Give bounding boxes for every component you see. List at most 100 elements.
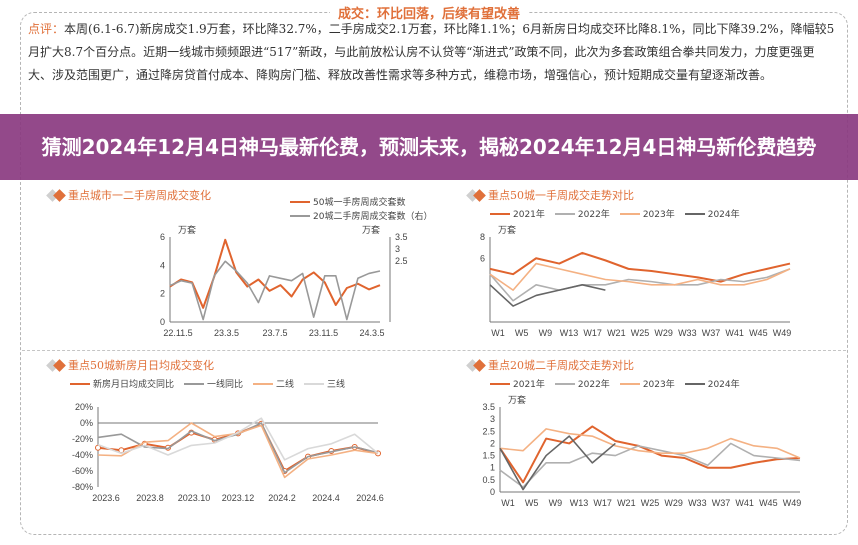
series-line [169,238,381,309]
x-tick-label: W25 [641,498,660,508]
legend-item: 2022年 [554,377,610,390]
legend-item: 二线 [253,377,294,390]
x-tick-label: 23.11.5 [309,328,338,338]
x-tick-label: 23.7.5 [262,328,287,338]
x-tick-label: W41 [735,498,754,508]
comment-paragraph: 点评：本周(6.1-6.7)新房成交1.9万套，环比降32.7%，二手房成交2.… [28,22,835,82]
y-tick-label: 3 [490,414,495,424]
x-tick-label: W13 [570,498,589,508]
y-tick-label: 6 [160,232,165,242]
section-title: 成交：环比回落，后续有望改善 [0,3,858,22]
y2-axis-unit: 万套 [362,224,380,235]
x-tick-label: W29 [654,328,673,338]
x-tick-label: W49 [773,328,792,338]
y-tick-label: 1 [490,463,495,473]
chart-panel: 重点20城二手周成交走势对比 2021年 2022年 2023年 2024年 3.5 3 2.… [460,355,830,515]
legend-item: 50城一手房周成交套数 [290,195,432,208]
x-tick-label: 22.11.5 [163,328,192,338]
legend-item: 2023年 [619,207,675,220]
x-tick-label: W25 [631,328,650,338]
x-tick-label: W13 [560,328,579,338]
x-tick-label: 2024.6 [356,493,384,503]
series-line [499,425,801,484]
x-tick-label: 2023.6 [92,493,120,503]
x-tick-label: W17 [583,328,602,338]
y-tick-label: -40% [72,450,93,460]
y-tick-label: 8 [480,232,485,242]
legend-item: 2022年 [554,207,610,220]
y-tick-label: -20% [72,434,93,444]
y-tick-label: 3.5 [482,402,495,412]
y-tick-label: 20% [75,402,93,412]
x-tick-label: W45 [759,498,778,508]
y-axis-unit: 万套 [498,224,516,235]
legend-item: 新房月日均成交同比 [70,377,174,390]
legend-item: 一线同比 [184,377,243,390]
x-tick-label: 2023.8 [136,493,164,503]
chart-title: 重点20城二手周成交走势对比 [466,357,634,373]
legend-item: 20城二手房周成交套数（右） [290,209,432,222]
series-line [499,428,801,459]
x-tick-label: 2023.12 [222,493,255,503]
x-tick-label: W49 [783,498,802,508]
y-axis-unit: 万套 [178,224,196,235]
x-tick-label: W5 [515,328,529,338]
chart-panel: 重点50城一手周成交走势对比 2021年 2022年 2023年 2024年 8 6 万套 W1… [460,185,830,345]
y2-tick-label: 3.5 [395,232,408,242]
chart-legend: 2021年 2022年 2023年 2024年 [490,377,740,390]
chart-legend: 50城一手房周成交套数 20城二手房周成交套数（右） [290,195,432,222]
chart-panel: 重点50城新房月日均成交变化新房月日均成交同比 一线同比 二线 三线 20% 0% -20%… [40,355,450,515]
chart-title: 重点城市一二手房周成交变化 [46,187,211,203]
x-tick-label: W5 [525,498,539,508]
x-tick-label: W45 [749,328,768,338]
headline-banner[interactable]: 猜测2024年12月4日神马最新伦费，预测未来，揭秘2024年12月4日神马新伦… [0,114,858,180]
y-tick-label: 0.5 [482,475,495,485]
y-tick-label: -60% [72,466,93,476]
y-tick-label: -80% [72,482,93,492]
x-tick-label: 2024.2 [268,493,296,503]
y-tick-label: 1.5 [482,451,495,461]
chart-legend: 新房月日均成交同比 一线同比 二线 三线 [70,377,345,390]
x-tick-label: W1 [501,498,515,508]
x-tick-label: W33 [678,328,697,338]
x-tick-label: W21 [617,498,636,508]
headline-title: 猜测2024年12月4日神马最新伦费，预测未来，揭秘2024年12月4日神马新伦… [41,134,817,159]
series-line [169,260,381,321]
y-tick-label: 0 [160,317,165,327]
chart-plot: 20% 0% -20% -40% -60% -80%2023.6 2023.8 2023.10… [72,402,384,503]
x-tick-label: W9 [549,498,563,508]
legend-item: 2021年 [490,377,545,390]
x-tick-label: W1 [491,328,505,338]
chart-plot: 0 2 4 6 万套 3.5 3 2.5 万套 22.11.5 23.3.5 23.7.5 23.11.… [160,224,408,338]
chart-title: 重点50城新房月日均成交变化 [46,357,214,373]
x-tick-label: W37 [702,328,721,338]
series-line [489,251,791,283]
x-tick-label: W29 [664,498,683,508]
x-tick-label: 23.3.5 [214,328,239,338]
series-line [489,262,791,291]
y-tick-label: 2.5 [482,426,495,436]
x-tick-label: W21 [607,328,626,338]
y-tick-label: 2 [490,438,495,448]
chart-legend: 2021年 2022年 2023年 2024年 [490,207,740,220]
chart-title: 重点50城一手周成交走势对比 [466,187,634,203]
x-tick-label: 2023.10 [178,493,211,503]
x-tick-label: W37 [712,498,731,508]
legend-item: 三线 [304,377,345,390]
chart-panel: 重点城市一二手房周成交变化 50城一手房周成交套数 20城二手房周成交套数（右） 0 2… [40,185,450,345]
y-tick-label: 0% [80,418,93,428]
divider [22,350,846,351]
x-tick-label: W41 [725,328,744,338]
chart-plot: 8 6 万套 W1 W5 W9 W13 W17 W21 W25 W29 W33 W37 W41 W45 W49 [480,224,792,338]
y-tick-label: 0 [490,487,495,497]
legend-item: 2021年 [490,207,545,220]
y-tick-label: 4 [160,260,165,270]
legend-item: 2024年 [684,207,740,220]
y-tick-label: 6 [480,253,485,263]
x-tick-label: W33 [688,498,707,508]
x-tick-label: W9 [539,328,553,338]
y2-tick-label: 3 [395,244,400,254]
series-line [489,268,791,302]
y2-tick-label: 2.5 [395,256,408,266]
